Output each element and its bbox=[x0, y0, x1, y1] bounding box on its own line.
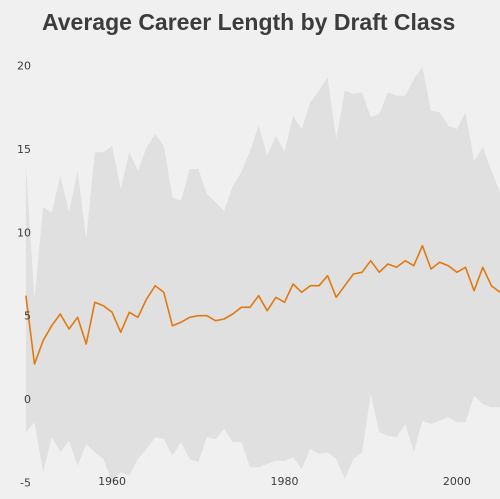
average-line-layer bbox=[25, 244, 500, 365]
confidence-band bbox=[25, 67, 500, 483]
y-axis-ticks: -5 0 5 10 15 20 bbox=[17, 60, 31, 490]
x-tick-label: 2000 bbox=[443, 475, 471, 488]
y-tick-label: 5 bbox=[24, 310, 31, 323]
confidence-band-layer bbox=[25, 67, 500, 483]
y-tick-label: 15 bbox=[17, 143, 31, 156]
y-tick-label: 10 bbox=[17, 226, 31, 239]
average-career-length-line bbox=[25, 244, 500, 365]
y-tick-label: 0 bbox=[24, 393, 31, 406]
x-tick-label: 1960 bbox=[98, 475, 126, 488]
x-axis-ticks: 1960 1980 2000 bbox=[98, 475, 471, 488]
x-tick-label: 1980 bbox=[270, 475, 298, 488]
chart-title: Average Career Length by Draft Class bbox=[42, 9, 456, 35]
y-tick-label: 20 bbox=[17, 60, 31, 73]
y-tick-label: -5 bbox=[20, 476, 31, 489]
